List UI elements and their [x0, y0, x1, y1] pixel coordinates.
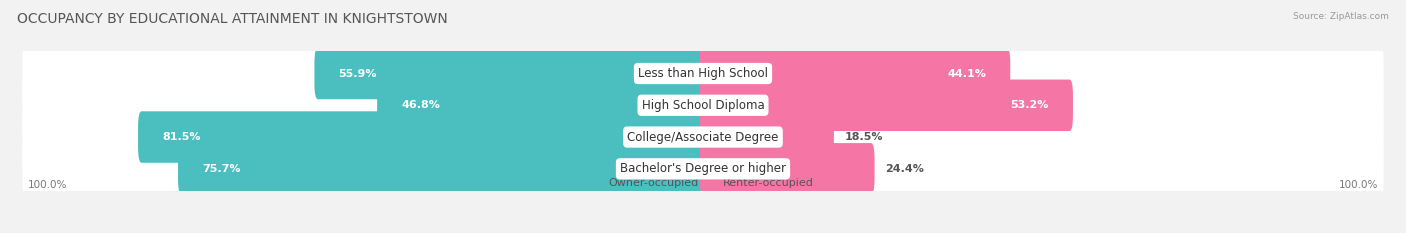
FancyBboxPatch shape — [22, 69, 1384, 142]
Text: High School Diploma: High School Diploma — [641, 99, 765, 112]
Legend: Owner-occupied, Renter-occupied: Owner-occupied, Renter-occupied — [588, 174, 818, 192]
Text: Bachelor's Degree or higher: Bachelor's Degree or higher — [620, 162, 786, 175]
FancyBboxPatch shape — [22, 100, 1384, 174]
FancyBboxPatch shape — [377, 79, 706, 131]
Text: 55.9%: 55.9% — [339, 69, 377, 79]
FancyBboxPatch shape — [22, 132, 1384, 205]
Text: 53.2%: 53.2% — [1011, 100, 1049, 110]
Text: 100.0%: 100.0% — [1339, 180, 1378, 190]
Text: OCCUPANCY BY EDUCATIONAL ATTAINMENT IN KNIGHTSTOWN: OCCUPANCY BY EDUCATIONAL ATTAINMENT IN K… — [17, 12, 447, 26]
Text: 46.8%: 46.8% — [401, 100, 440, 110]
FancyBboxPatch shape — [700, 48, 1011, 99]
FancyBboxPatch shape — [179, 143, 706, 195]
Text: 75.7%: 75.7% — [202, 164, 240, 174]
FancyBboxPatch shape — [22, 37, 1384, 110]
FancyBboxPatch shape — [138, 111, 706, 163]
Text: Source: ZipAtlas.com: Source: ZipAtlas.com — [1294, 12, 1389, 21]
Text: 100.0%: 100.0% — [28, 180, 67, 190]
Text: 18.5%: 18.5% — [844, 132, 883, 142]
Text: 24.4%: 24.4% — [884, 164, 924, 174]
Text: 44.1%: 44.1% — [948, 69, 986, 79]
Text: Less than High School: Less than High School — [638, 67, 768, 80]
FancyBboxPatch shape — [315, 48, 706, 99]
FancyBboxPatch shape — [700, 143, 875, 195]
Text: College/Associate Degree: College/Associate Degree — [627, 130, 779, 144]
FancyBboxPatch shape — [700, 79, 1073, 131]
FancyBboxPatch shape — [700, 111, 834, 163]
Text: 81.5%: 81.5% — [162, 132, 201, 142]
